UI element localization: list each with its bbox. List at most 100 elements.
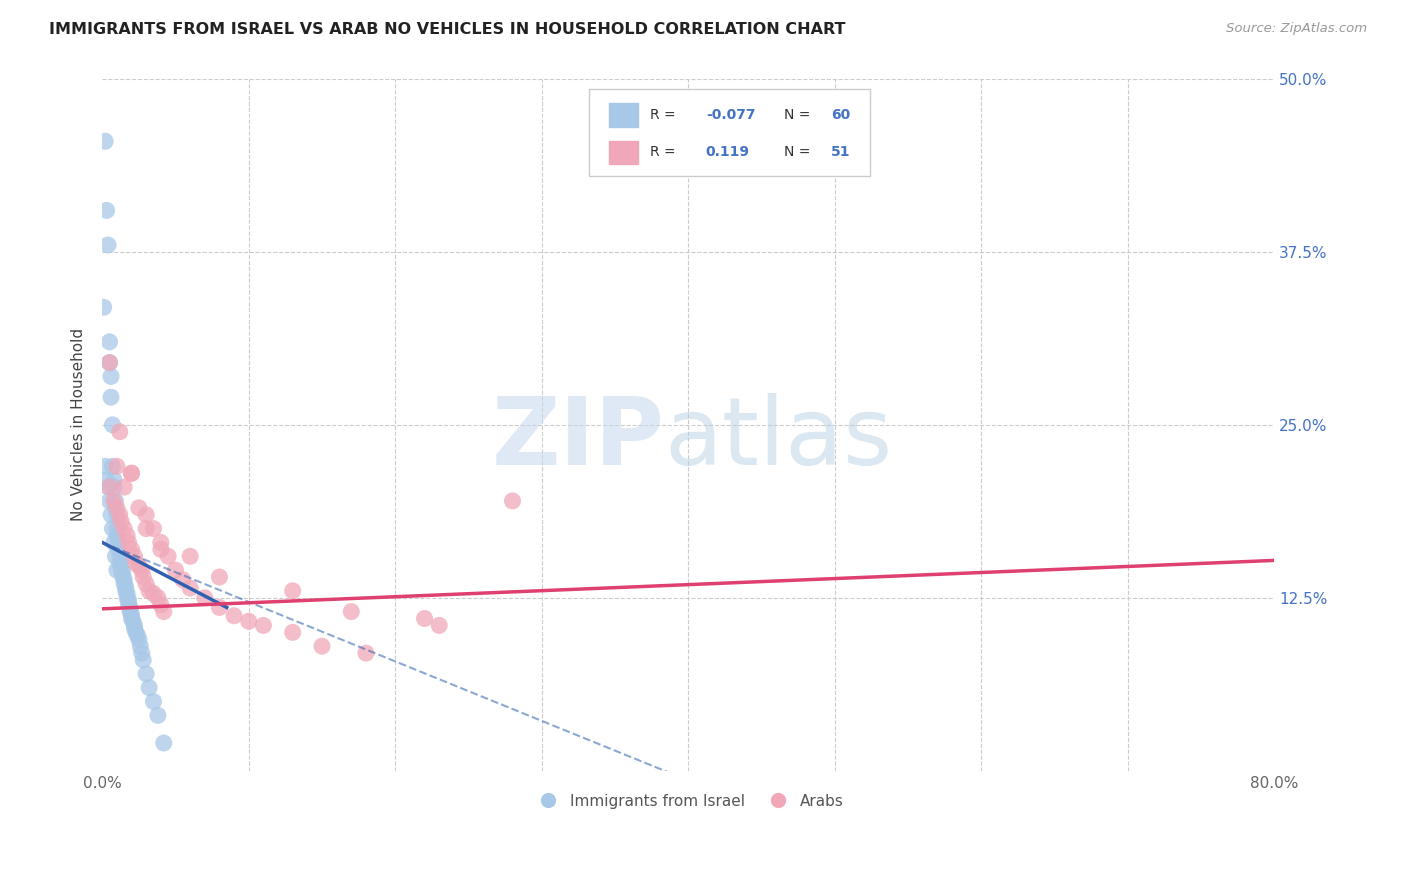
Point xyxy=(135,522,157,536)
Text: N =: N = xyxy=(785,145,815,160)
Point xyxy=(110,515,132,529)
Point xyxy=(107,535,129,549)
Point xyxy=(97,480,120,494)
Point xyxy=(128,500,150,515)
Point xyxy=(131,646,153,660)
Point xyxy=(96,473,118,487)
Point xyxy=(152,605,174,619)
Point xyxy=(96,203,118,218)
Point xyxy=(105,528,128,542)
Point xyxy=(100,369,122,384)
Point xyxy=(112,522,135,536)
Point xyxy=(94,459,117,474)
Point xyxy=(127,628,149,642)
Point xyxy=(112,480,135,494)
Point xyxy=(121,467,143,481)
Point xyxy=(108,425,131,439)
Point xyxy=(101,459,124,474)
Point xyxy=(104,494,127,508)
Point xyxy=(413,611,436,625)
Point xyxy=(117,535,139,549)
Point xyxy=(129,639,152,653)
Point xyxy=(132,653,155,667)
Text: R =: R = xyxy=(650,145,679,160)
Point xyxy=(103,480,125,494)
Text: IMMIGRANTS FROM ISRAEL VS ARAB NO VEHICLES IN HOUSEHOLD CORRELATION CHART: IMMIGRANTS FROM ISRAEL VS ARAB NO VEHICL… xyxy=(49,22,846,37)
Point xyxy=(111,570,134,584)
Point xyxy=(146,591,169,605)
Point xyxy=(124,618,146,632)
Point xyxy=(98,494,121,508)
Point xyxy=(98,480,121,494)
Point xyxy=(238,614,260,628)
Point xyxy=(114,580,136,594)
Point xyxy=(138,681,160,695)
Point xyxy=(105,563,128,577)
Point xyxy=(172,573,194,587)
Point xyxy=(101,522,124,536)
FancyBboxPatch shape xyxy=(589,89,870,176)
Point xyxy=(112,577,135,591)
Point xyxy=(98,334,121,349)
Point xyxy=(222,608,245,623)
Point xyxy=(501,494,523,508)
Point xyxy=(121,607,143,622)
Point xyxy=(103,535,125,549)
Point xyxy=(179,581,201,595)
Point xyxy=(118,600,141,615)
Point xyxy=(105,500,128,515)
Text: 0.119: 0.119 xyxy=(706,145,749,160)
Point xyxy=(110,563,132,577)
Point xyxy=(125,556,148,570)
Point xyxy=(115,591,138,605)
Point xyxy=(115,586,138,600)
Point xyxy=(104,549,127,564)
Point xyxy=(118,605,141,619)
Point xyxy=(117,593,139,607)
Point xyxy=(340,605,363,619)
Point xyxy=(135,508,157,522)
Point xyxy=(179,549,201,564)
Point xyxy=(354,646,377,660)
Point xyxy=(311,639,333,653)
Point xyxy=(149,598,172,612)
Point xyxy=(128,632,150,647)
Point xyxy=(128,558,150,573)
Point xyxy=(194,591,217,605)
Point xyxy=(94,134,117,148)
Point xyxy=(108,549,131,564)
Point xyxy=(93,300,115,314)
Point xyxy=(165,563,187,577)
Point xyxy=(135,577,157,591)
Point xyxy=(138,583,160,598)
Point xyxy=(104,500,127,515)
Point xyxy=(98,355,121,369)
Point xyxy=(117,598,139,612)
Point xyxy=(122,614,145,628)
Point xyxy=(97,238,120,252)
Point xyxy=(157,549,180,564)
Y-axis label: No Vehicles in Household: No Vehicles in Household xyxy=(72,328,86,522)
Text: R =: R = xyxy=(650,108,679,122)
Point xyxy=(112,573,135,587)
Point xyxy=(121,611,143,625)
Point xyxy=(105,459,128,474)
Text: N =: N = xyxy=(785,108,815,122)
Point xyxy=(100,390,122,404)
Point xyxy=(124,549,146,564)
Point xyxy=(105,522,128,536)
Point xyxy=(103,494,125,508)
Point xyxy=(146,708,169,723)
Point xyxy=(108,556,131,570)
Point xyxy=(121,467,143,481)
Text: -0.077: -0.077 xyxy=(706,108,755,122)
Point xyxy=(281,583,304,598)
Point xyxy=(208,600,231,615)
Point xyxy=(281,625,304,640)
Text: atlas: atlas xyxy=(665,392,893,484)
Point xyxy=(208,570,231,584)
Point xyxy=(132,570,155,584)
Point xyxy=(149,542,172,557)
Point xyxy=(101,417,124,432)
FancyBboxPatch shape xyxy=(609,141,638,164)
